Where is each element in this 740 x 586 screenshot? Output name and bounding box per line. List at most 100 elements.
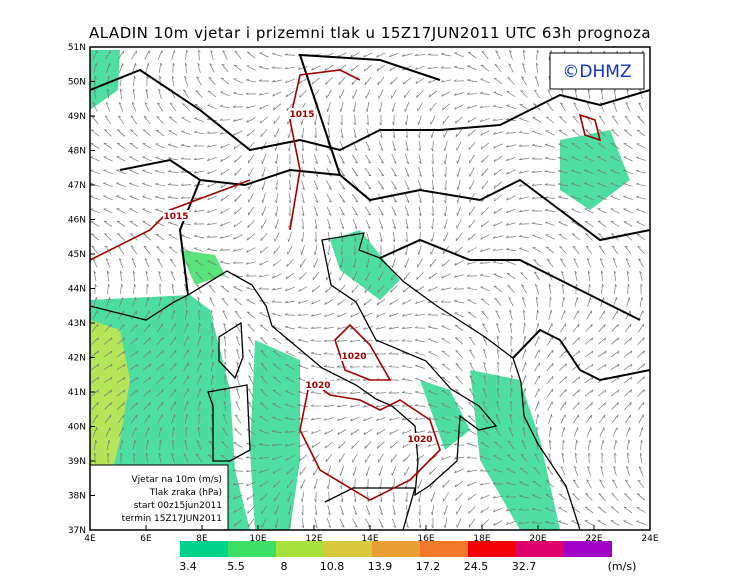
wind-arrow	[326, 154, 332, 164]
wind-arrow	[584, 208, 594, 214]
wind-arrow	[314, 127, 317, 139]
wind-arrow	[388, 391, 400, 394]
wind-arrow	[431, 192, 435, 204]
wind-arrow	[236, 348, 240, 359]
wind-arrow	[106, 63, 111, 73]
wind-arrow	[301, 518, 305, 529]
wind-arrow	[106, 439, 111, 450]
wind-arrow	[287, 232, 292, 242]
wind-arrow	[453, 274, 464, 278]
wind-arrow	[198, 49, 201, 61]
wind-arrow	[272, 325, 282, 331]
wind-arrow	[259, 104, 269, 110]
wind-arrow	[610, 389, 620, 397]
wind-arrow	[327, 141, 331, 152]
wind-arrow	[156, 401, 164, 411]
wind-arrow	[494, 297, 502, 307]
wind-arrow	[506, 272, 516, 280]
wind-arrow	[379, 114, 382, 126]
wind-arrow	[352, 518, 358, 528]
wind-arrow	[274, 141, 279, 151]
wind-arrow	[571, 195, 581, 200]
wind-arrow	[103, 350, 113, 358]
wind-arrow	[466, 469, 477, 473]
wind-arrow	[206, 235, 218, 238]
wind-arrow	[156, 376, 164, 384]
wind-arrow	[545, 246, 555, 254]
wind-arrow	[272, 363, 282, 371]
isobar-label-bg	[289, 108, 315, 119]
wind-arrow	[93, 88, 97, 99]
wind-arrow	[155, 129, 165, 137]
wind-arrow	[310, 326, 322, 329]
wind-arrow	[219, 248, 231, 251]
logo: ©DHMZ	[562, 62, 631, 82]
wind-arrow	[300, 258, 306, 268]
wind-arrow	[236, 388, 240, 398]
wind-arrow	[584, 220, 594, 227]
wind-arrow	[456, 167, 461, 177]
wind-arrow	[418, 518, 422, 529]
wind-arrow	[219, 104, 230, 109]
wind-arrow	[233, 455, 243, 460]
wind-arrow	[208, 76, 216, 86]
wind-arrow	[351, 284, 359, 294]
wind-arrow	[258, 92, 269, 96]
wind-arrow	[585, 323, 593, 333]
wind-arrow	[598, 414, 606, 424]
wind-arrow	[468, 401, 476, 411]
wind-arrow	[130, 129, 138, 137]
wind-arrow	[443, 232, 449, 242]
wind-arrow	[546, 102, 554, 112]
wind-arrow	[314, 505, 318, 516]
wind-arrow	[301, 231, 304, 243]
wind-arrow	[272, 91, 282, 97]
wind-arrow	[637, 389, 645, 397]
wind-arrow	[414, 53, 425, 57]
wind-arrow	[533, 466, 541, 475]
wind-arrow	[625, 466, 631, 476]
wind-arrow	[197, 400, 202, 411]
wind-arrow	[584, 389, 594, 397]
wind-arrow	[636, 169, 646, 174]
wind-arrow	[430, 232, 435, 242]
wind-arrow	[466, 456, 478, 459]
wind-arrow	[144, 50, 150, 60]
wind-arrow	[185, 49, 188, 61]
wind-arrow	[519, 117, 529, 122]
wind-arrow	[455, 375, 463, 384]
wind-arrow	[245, 456, 257, 459]
wind-arrow	[548, 283, 552, 294]
wind-arrow	[313, 245, 318, 256]
wind-arrow	[480, 78, 490, 84]
wind-arrow	[418, 193, 422, 204]
wind-arrow	[93, 297, 98, 307]
wind-arrow	[480, 142, 490, 150]
wind-arrow	[493, 468, 503, 473]
wind-arrow	[142, 156, 152, 162]
wind-arrow	[259, 429, 269, 434]
wind-arrow	[518, 170, 529, 174]
wind-arrow	[468, 506, 476, 514]
wind-arrow	[210, 49, 214, 60]
wind-arrow	[129, 195, 139, 201]
wind-arrow	[531, 170, 543, 173]
wind-arrow	[480, 220, 490, 228]
wind-arrow	[389, 429, 399, 435]
wind-arrow	[441, 389, 451, 396]
wind-arrow	[391, 206, 397, 216]
wind-arrow	[181, 234, 191, 239]
wind-arrow	[236, 374, 240, 385]
wind-arrow	[286, 102, 294, 112]
lat-label: 51N	[68, 43, 86, 53]
wind-arrow	[236, 361, 240, 372]
wind-arrow	[469, 154, 475, 164]
border	[178, 179, 201, 296]
wind-arrow	[299, 90, 307, 98]
wind-arrow	[327, 505, 331, 516]
wind-arrow	[585, 402, 593, 410]
wind-arrow	[492, 482, 504, 485]
wind-arrow	[271, 429, 283, 433]
wind-arrow	[549, 426, 553, 438]
wind-arrow	[585, 245, 593, 255]
